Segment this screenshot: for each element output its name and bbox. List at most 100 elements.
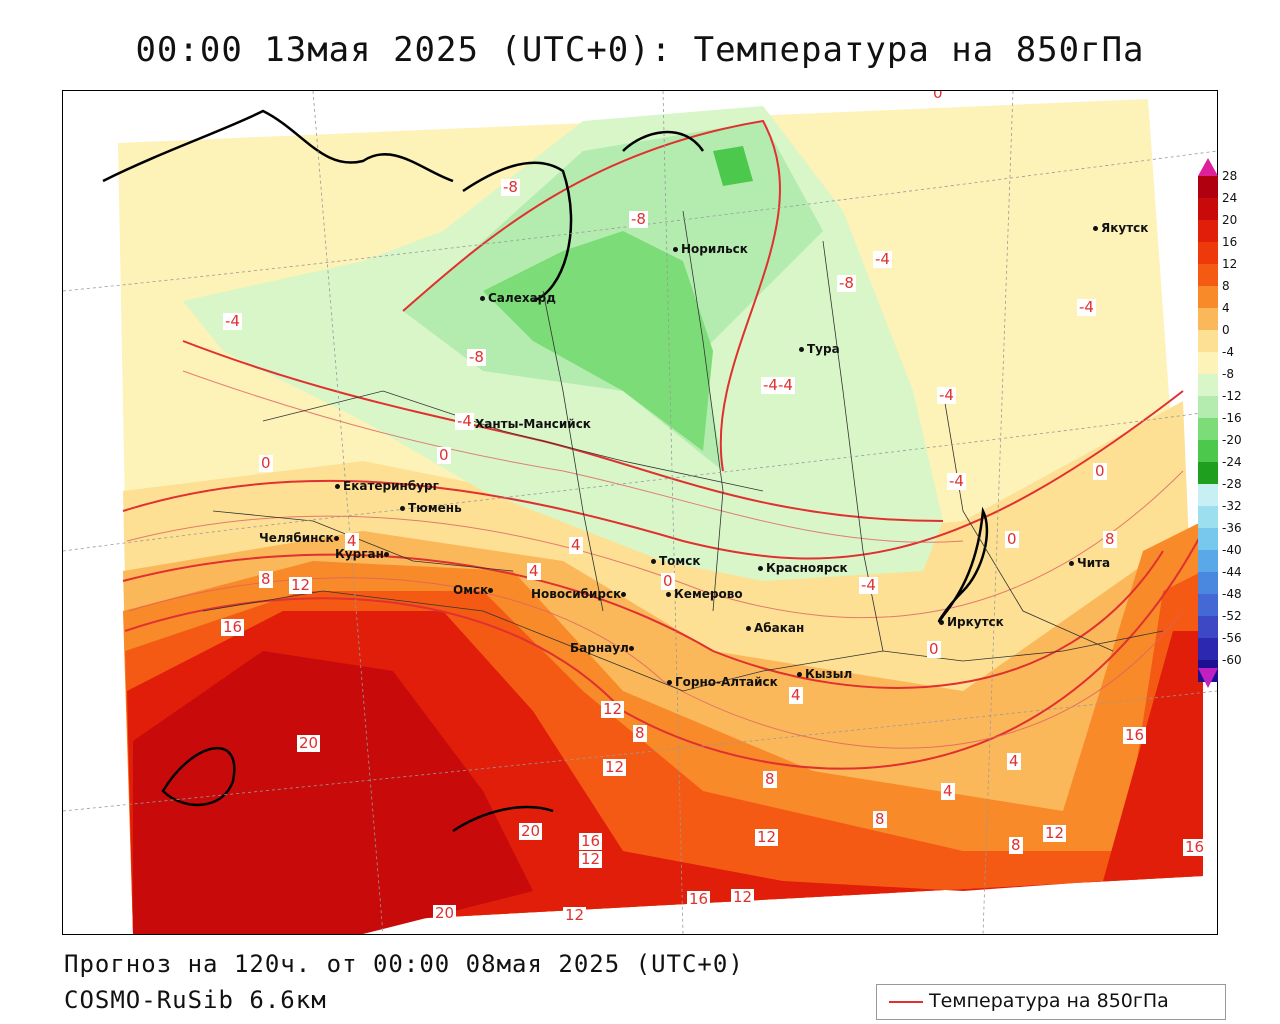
field-minus12 <box>483 231 713 451</box>
colorbar-swatch <box>1198 242 1218 264</box>
field-minus16 <box>713 146 753 186</box>
colorbar-swatch <box>1198 220 1218 242</box>
coastline <box>161 746 236 807</box>
colorbar-swatch <box>1198 418 1218 440</box>
city-label: Норильск <box>681 242 748 256</box>
city-label: Тура <box>807 342 840 356</box>
colorbar-swatch <box>1198 462 1218 484</box>
city-barnaul: Барнаул <box>570 641 637 655</box>
isoline-label: -4 <box>937 386 956 404</box>
city-label: Салехард <box>488 291 556 305</box>
colorbar-bottom-arrow <box>1198 668 1218 688</box>
city-tomsk: Томск <box>651 554 701 568</box>
isoline-label: 16 <box>579 832 603 850</box>
isoline-label: 0 <box>931 91 945 102</box>
isoline-label: 8 <box>633 724 647 742</box>
city-dot <box>666 592 671 597</box>
colorbar-tick-label: -12 <box>1222 389 1242 403</box>
isoline-label: 4 <box>527 562 541 580</box>
coastline <box>102 109 454 183</box>
map-legend: Температура на 850гПа <box>876 984 1226 1020</box>
colorbar-tick-label: -32 <box>1222 499 1242 513</box>
isoline-label: 0 <box>259 454 273 472</box>
city-dot <box>621 592 627 597</box>
city-label: Тюмень <box>408 501 462 515</box>
city-dot <box>1093 226 1098 231</box>
isoline-label: 8 <box>259 570 273 588</box>
city-gorno-altaysk: Горно-Алтайск <box>667 675 778 689</box>
graticule <box>63 410 1217 552</box>
city-label: Барнаул <box>570 641 629 655</box>
isoline-label: 12 <box>289 576 313 594</box>
legend-label: Температура на 850гПа <box>929 990 1169 1012</box>
colorbar-swatch <box>1198 198 1218 220</box>
colorbar-swatch <box>1198 286 1218 308</box>
contour-line <box>402 119 781 472</box>
colorbar-tick-label: -36 <box>1222 521 1242 535</box>
city-dot <box>488 588 494 593</box>
city-dot <box>628 646 634 651</box>
isoline-label: 12 <box>579 850 603 868</box>
colorbar-swatch <box>1198 374 1218 396</box>
colorbar-tick-label: -60 <box>1222 653 1242 667</box>
colorbar-tick-label: -16 <box>1222 411 1242 425</box>
colorbar-swatch <box>1198 440 1218 462</box>
colorbar-tick-label: -48 <box>1222 587 1242 601</box>
city-omsk: Омск <box>453 583 496 597</box>
isoline-label: 12 <box>601 700 625 718</box>
city-chita: Чита <box>1069 556 1110 570</box>
isoline-label: 8 <box>763 770 777 788</box>
city-dot <box>333 536 339 541</box>
region-border <box>542 290 604 612</box>
isoline-label: -8 <box>629 210 648 228</box>
colorbar-swatch <box>1198 616 1218 638</box>
coastline <box>462 161 573 303</box>
city-yakutsk: Якутск <box>1093 221 1148 235</box>
colorbar-tick-label: 28 <box>1222 169 1238 183</box>
colorbar-top-arrow <box>1198 158 1218 176</box>
city-dot <box>799 347 804 352</box>
region-border <box>262 390 764 492</box>
colorbar-tick-label: 24 <box>1222 191 1238 205</box>
isoline-label: 16 <box>687 890 711 908</box>
isoline-label: -4 <box>223 312 242 330</box>
colorbar-swatch <box>1198 264 1218 286</box>
city-label: Курган <box>335 547 384 561</box>
colorbar-tick-label: 16 <box>1222 235 1238 249</box>
city-norilsk: Норильск <box>673 242 748 256</box>
city-dot <box>383 552 389 557</box>
region-border <box>212 510 514 572</box>
contour-line <box>182 370 964 543</box>
city-label: Чита <box>1077 556 1111 570</box>
city-chelyabinsk: Челябинск <box>259 531 342 545</box>
city-abakan: Абакан <box>746 621 804 635</box>
city-dot <box>335 484 340 489</box>
isoline-label: 16 <box>221 618 245 636</box>
colorbar-tick-label: 8 <box>1222 279 1230 293</box>
isoline-label: 12 <box>603 758 627 776</box>
model-info: COSMO-RuSib 6.6км <box>64 986 327 1014</box>
city-dot <box>797 672 802 677</box>
temperature-map[interactable]: Якутск Норильск Салехард Тура Ханты-Манс… <box>62 90 1218 935</box>
colorbar-swatch <box>1198 638 1218 660</box>
isoline-label: 12 <box>1043 824 1067 842</box>
city-label: Омск <box>453 583 489 597</box>
isoline-label: 20 <box>297 734 321 752</box>
city-dot <box>939 620 944 625</box>
isoline-label: 20 <box>433 904 457 922</box>
colorbar-swatch <box>1198 352 1218 374</box>
city-dot <box>758 566 763 571</box>
field-20-24 <box>133 651 533 934</box>
contour-line <box>122 390 1184 560</box>
isoline-label: -4-4 <box>761 376 795 394</box>
colorbar-tick-label: -24 <box>1222 455 1242 469</box>
isoline-label: -4 <box>455 412 474 430</box>
colorbar-tick-label: 20 <box>1222 213 1238 227</box>
colorbar-tick-label: 4 <box>1222 301 1230 315</box>
city-label: Ханты-Мансийск <box>475 417 591 431</box>
isoline-label: 16 <box>1183 838 1207 856</box>
city-dot <box>1069 561 1074 566</box>
colorbar-swatch <box>1198 506 1218 528</box>
isoline-label: 8 <box>873 810 887 828</box>
region-border <box>682 210 724 612</box>
